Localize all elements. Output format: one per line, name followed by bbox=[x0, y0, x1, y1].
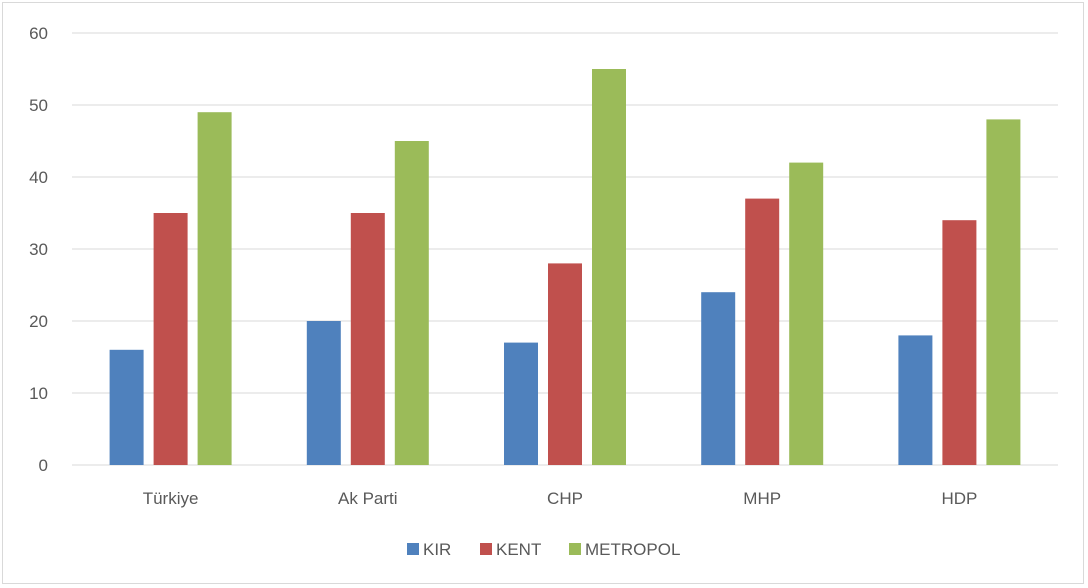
bars bbox=[109, 69, 1021, 466]
legend-label-metropol: METROPOL bbox=[585, 540, 680, 559]
bar-kent-2 bbox=[350, 213, 385, 465]
gridlines bbox=[72, 32, 1058, 466]
bar-kir-3 bbox=[504, 342, 538, 465]
x-tick-label: Ak Parti bbox=[338, 489, 398, 508]
y-tick-label: 20 bbox=[29, 312, 48, 331]
y-tick-label: 0 bbox=[39, 456, 48, 475]
x-axis-tick-labels: Türkiye Ak Parti CHP MHP HDP bbox=[143, 489, 978, 508]
bar-metropol-1 bbox=[197, 112, 232, 465]
legend-swatch-kent bbox=[480, 543, 492, 555]
bar-kent-4 bbox=[745, 198, 780, 465]
bar-kent-3 bbox=[548, 263, 582, 465]
bar-kent-1 bbox=[153, 213, 188, 465]
x-tick-label: CHP bbox=[547, 489, 583, 508]
y-axis-tick-labels: 0 10 20 30 40 50 60 bbox=[29, 24, 48, 475]
y-tick-label: 10 bbox=[29, 384, 48, 403]
x-tick-label: MHP bbox=[743, 489, 781, 508]
legend-swatch-kir bbox=[407, 543, 419, 555]
bar-kir-4 bbox=[701, 292, 736, 465]
bar-kent-5 bbox=[942, 220, 977, 465]
bar-kir-5 bbox=[898, 335, 933, 465]
y-tick-label: 60 bbox=[29, 24, 48, 43]
x-tick-label: Türkiye bbox=[143, 489, 199, 508]
y-tick-label: 30 bbox=[29, 240, 48, 259]
legend-swatch-metropol bbox=[569, 543, 581, 555]
bar-metropol-5 bbox=[986, 119, 1021, 466]
y-tick-label: 40 bbox=[29, 168, 48, 187]
y-tick-label: 50 bbox=[29, 96, 48, 115]
legend: KIR KENT METROPOL bbox=[407, 540, 680, 559]
legend-label-kir: KIR bbox=[423, 540, 451, 559]
bar-metropol-3 bbox=[592, 69, 626, 465]
bar-kir-1 bbox=[109, 349, 144, 465]
x-tick-label: HDP bbox=[941, 489, 977, 508]
bar-metropol-2 bbox=[394, 141, 429, 465]
bar-metropol-4 bbox=[789, 162, 824, 465]
legend-label-kent: KENT bbox=[496, 540, 541, 559]
bar-kir-2 bbox=[306, 321, 341, 465]
